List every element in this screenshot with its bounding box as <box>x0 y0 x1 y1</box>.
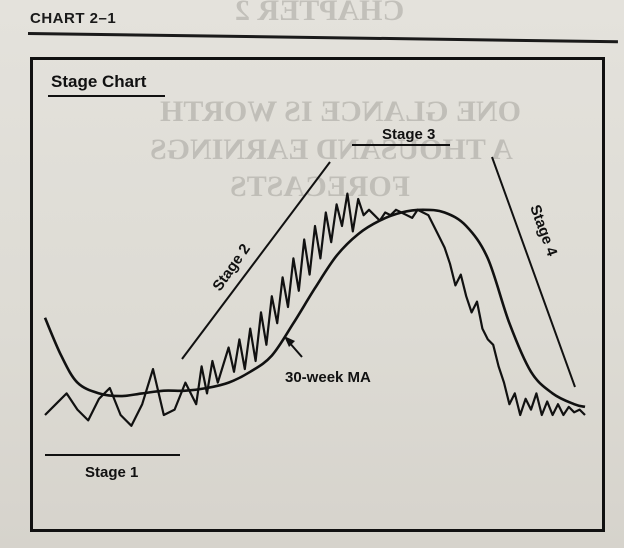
chart-border <box>30 57 605 532</box>
price-line <box>44 192 586 427</box>
bleed-through-text: CHAPTER 2 <box>235 0 405 27</box>
stage-3-label: Stage 3 <box>382 126 435 143</box>
stage-4-line <box>491 156 576 388</box>
moving-average-line <box>43 208 586 409</box>
ma-label: 30-week MA <box>285 369 371 386</box>
chart-frame: Stage Chart Stage 1 Stage 2 Stage 3 Stage 4… <box>30 57 605 532</box>
stage-1-label: Stage 1 <box>85 464 138 481</box>
stage-2-line <box>181 161 331 360</box>
ma-arrow-head <box>284 336 295 347</box>
chart-title: Stage Chart <box>51 72 147 91</box>
stage-2-label: Stage 2 <box>209 241 254 294</box>
stage-chart: Stage Chart Stage 1 Stage 2 Stage 3 Stage 4… <box>30 57 605 532</box>
chart-number: CHART 2–1 <box>30 10 117 27</box>
stage-4-label: Stage 4 <box>526 203 560 260</box>
header-rule <box>27 32 618 44</box>
